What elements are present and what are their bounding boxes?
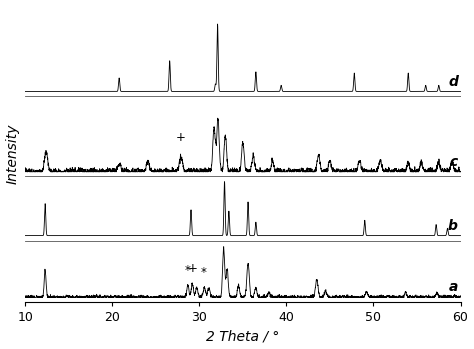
X-axis label: 2 Theta / °: 2 Theta / ° — [206, 329, 280, 343]
Text: +: + — [176, 131, 186, 143]
Text: a: a — [448, 281, 458, 295]
Text: d: d — [448, 75, 458, 89]
Text: c: c — [450, 155, 458, 169]
Text: b: b — [448, 219, 458, 233]
Text: *: * — [184, 264, 191, 277]
Y-axis label: Intensity: Intensity — [6, 124, 19, 184]
Text: +: + — [188, 262, 198, 275]
Text: *: * — [201, 266, 207, 279]
